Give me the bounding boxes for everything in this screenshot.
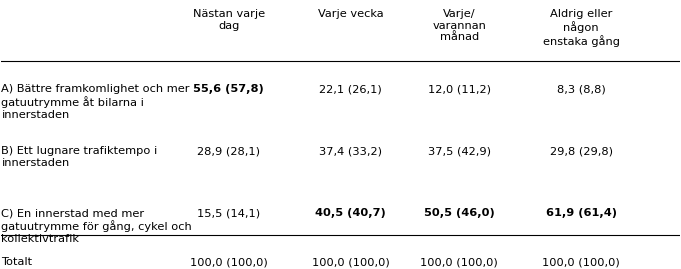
Text: Totalt: Totalt: [1, 257, 33, 267]
Text: 37,4 (33,2): 37,4 (33,2): [319, 146, 382, 156]
Text: 12,0 (11,2): 12,0 (11,2): [428, 84, 491, 94]
Text: 40,5 (40,7): 40,5 (40,7): [315, 208, 386, 218]
Text: 8,3 (8,8): 8,3 (8,8): [557, 84, 605, 94]
Text: Nästan varje
dag: Nästan varje dag: [193, 9, 265, 31]
Text: 37,5 (42,9): 37,5 (42,9): [428, 146, 491, 156]
Text: 50,5 (46,0): 50,5 (46,0): [424, 208, 494, 218]
Text: C) En innerstad med mer
gatuutrymme för gång, cykel och
kollektivtrafik: C) En innerstad med mer gatuutrymme för …: [1, 208, 192, 243]
Text: Varje/
varannan
månad: Varje/ varannan månad: [432, 9, 486, 42]
Text: 29,8 (29,8): 29,8 (29,8): [550, 146, 613, 156]
Text: 100,0 (100,0): 100,0 (100,0): [190, 257, 268, 267]
Text: 15,5 (14,1): 15,5 (14,1): [197, 208, 260, 218]
Text: 28,9 (28,1): 28,9 (28,1): [197, 146, 260, 156]
Text: 61,9 (61,4): 61,9 (61,4): [545, 208, 617, 218]
Text: 22,1 (26,1): 22,1 (26,1): [319, 84, 382, 94]
Text: Varje vecka: Varje vecka: [318, 9, 383, 19]
Text: 55,6 (57,8): 55,6 (57,8): [193, 84, 264, 94]
Text: B) Ett lugnare trafiktempo i
innerstaden: B) Ett lugnare trafiktempo i innerstaden: [1, 146, 157, 168]
Text: 100,0 (100,0): 100,0 (100,0): [312, 257, 390, 267]
Text: Aldrig eller
någon
enstaka gång: Aldrig eller någon enstaka gång: [543, 9, 620, 47]
Text: 100,0 (100,0): 100,0 (100,0): [542, 257, 620, 267]
Text: A) Bättre framkomlighet och mer
gatuutrymme åt bilarna i
innerstaden: A) Bättre framkomlighet och mer gatuutry…: [1, 84, 190, 119]
Text: 100,0 (100,0): 100,0 (100,0): [420, 257, 498, 267]
